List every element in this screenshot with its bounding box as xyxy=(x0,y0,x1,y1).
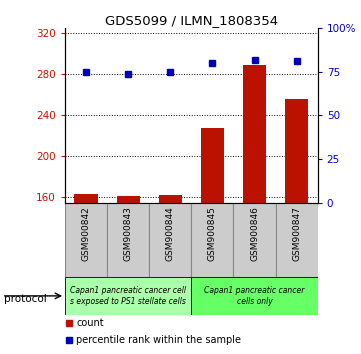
Title: GDS5099 / ILMN_1808354: GDS5099 / ILMN_1808354 xyxy=(105,14,278,27)
Text: percentile rank within the sample: percentile rank within the sample xyxy=(77,336,242,346)
Text: GSM900842: GSM900842 xyxy=(82,206,91,261)
Bar xyxy=(65,202,107,277)
Text: GSM900845: GSM900845 xyxy=(208,206,217,261)
Text: Capan1 pancreatic cancer
cells only: Capan1 pancreatic cancer cells only xyxy=(204,286,305,306)
Bar xyxy=(149,202,191,277)
Text: GSM900843: GSM900843 xyxy=(124,206,132,261)
Text: count: count xyxy=(77,318,104,328)
Bar xyxy=(234,202,275,277)
Bar xyxy=(201,128,224,202)
Bar xyxy=(275,202,318,277)
Bar xyxy=(117,196,140,202)
Text: GSM900846: GSM900846 xyxy=(250,206,259,261)
Text: GSM900844: GSM900844 xyxy=(166,206,175,261)
Bar xyxy=(159,195,182,202)
Bar xyxy=(285,99,308,202)
Text: Capan1 pancreatic cancer cell
s exposed to PS1 stellate cells: Capan1 pancreatic cancer cell s exposed … xyxy=(70,286,186,306)
Bar xyxy=(107,202,149,277)
Bar xyxy=(243,65,266,202)
Bar xyxy=(74,194,97,202)
Text: GSM900847: GSM900847 xyxy=(292,206,301,261)
Bar xyxy=(65,277,191,315)
Bar xyxy=(191,202,234,277)
Bar xyxy=(191,277,318,315)
Text: protocol: protocol xyxy=(4,294,46,304)
